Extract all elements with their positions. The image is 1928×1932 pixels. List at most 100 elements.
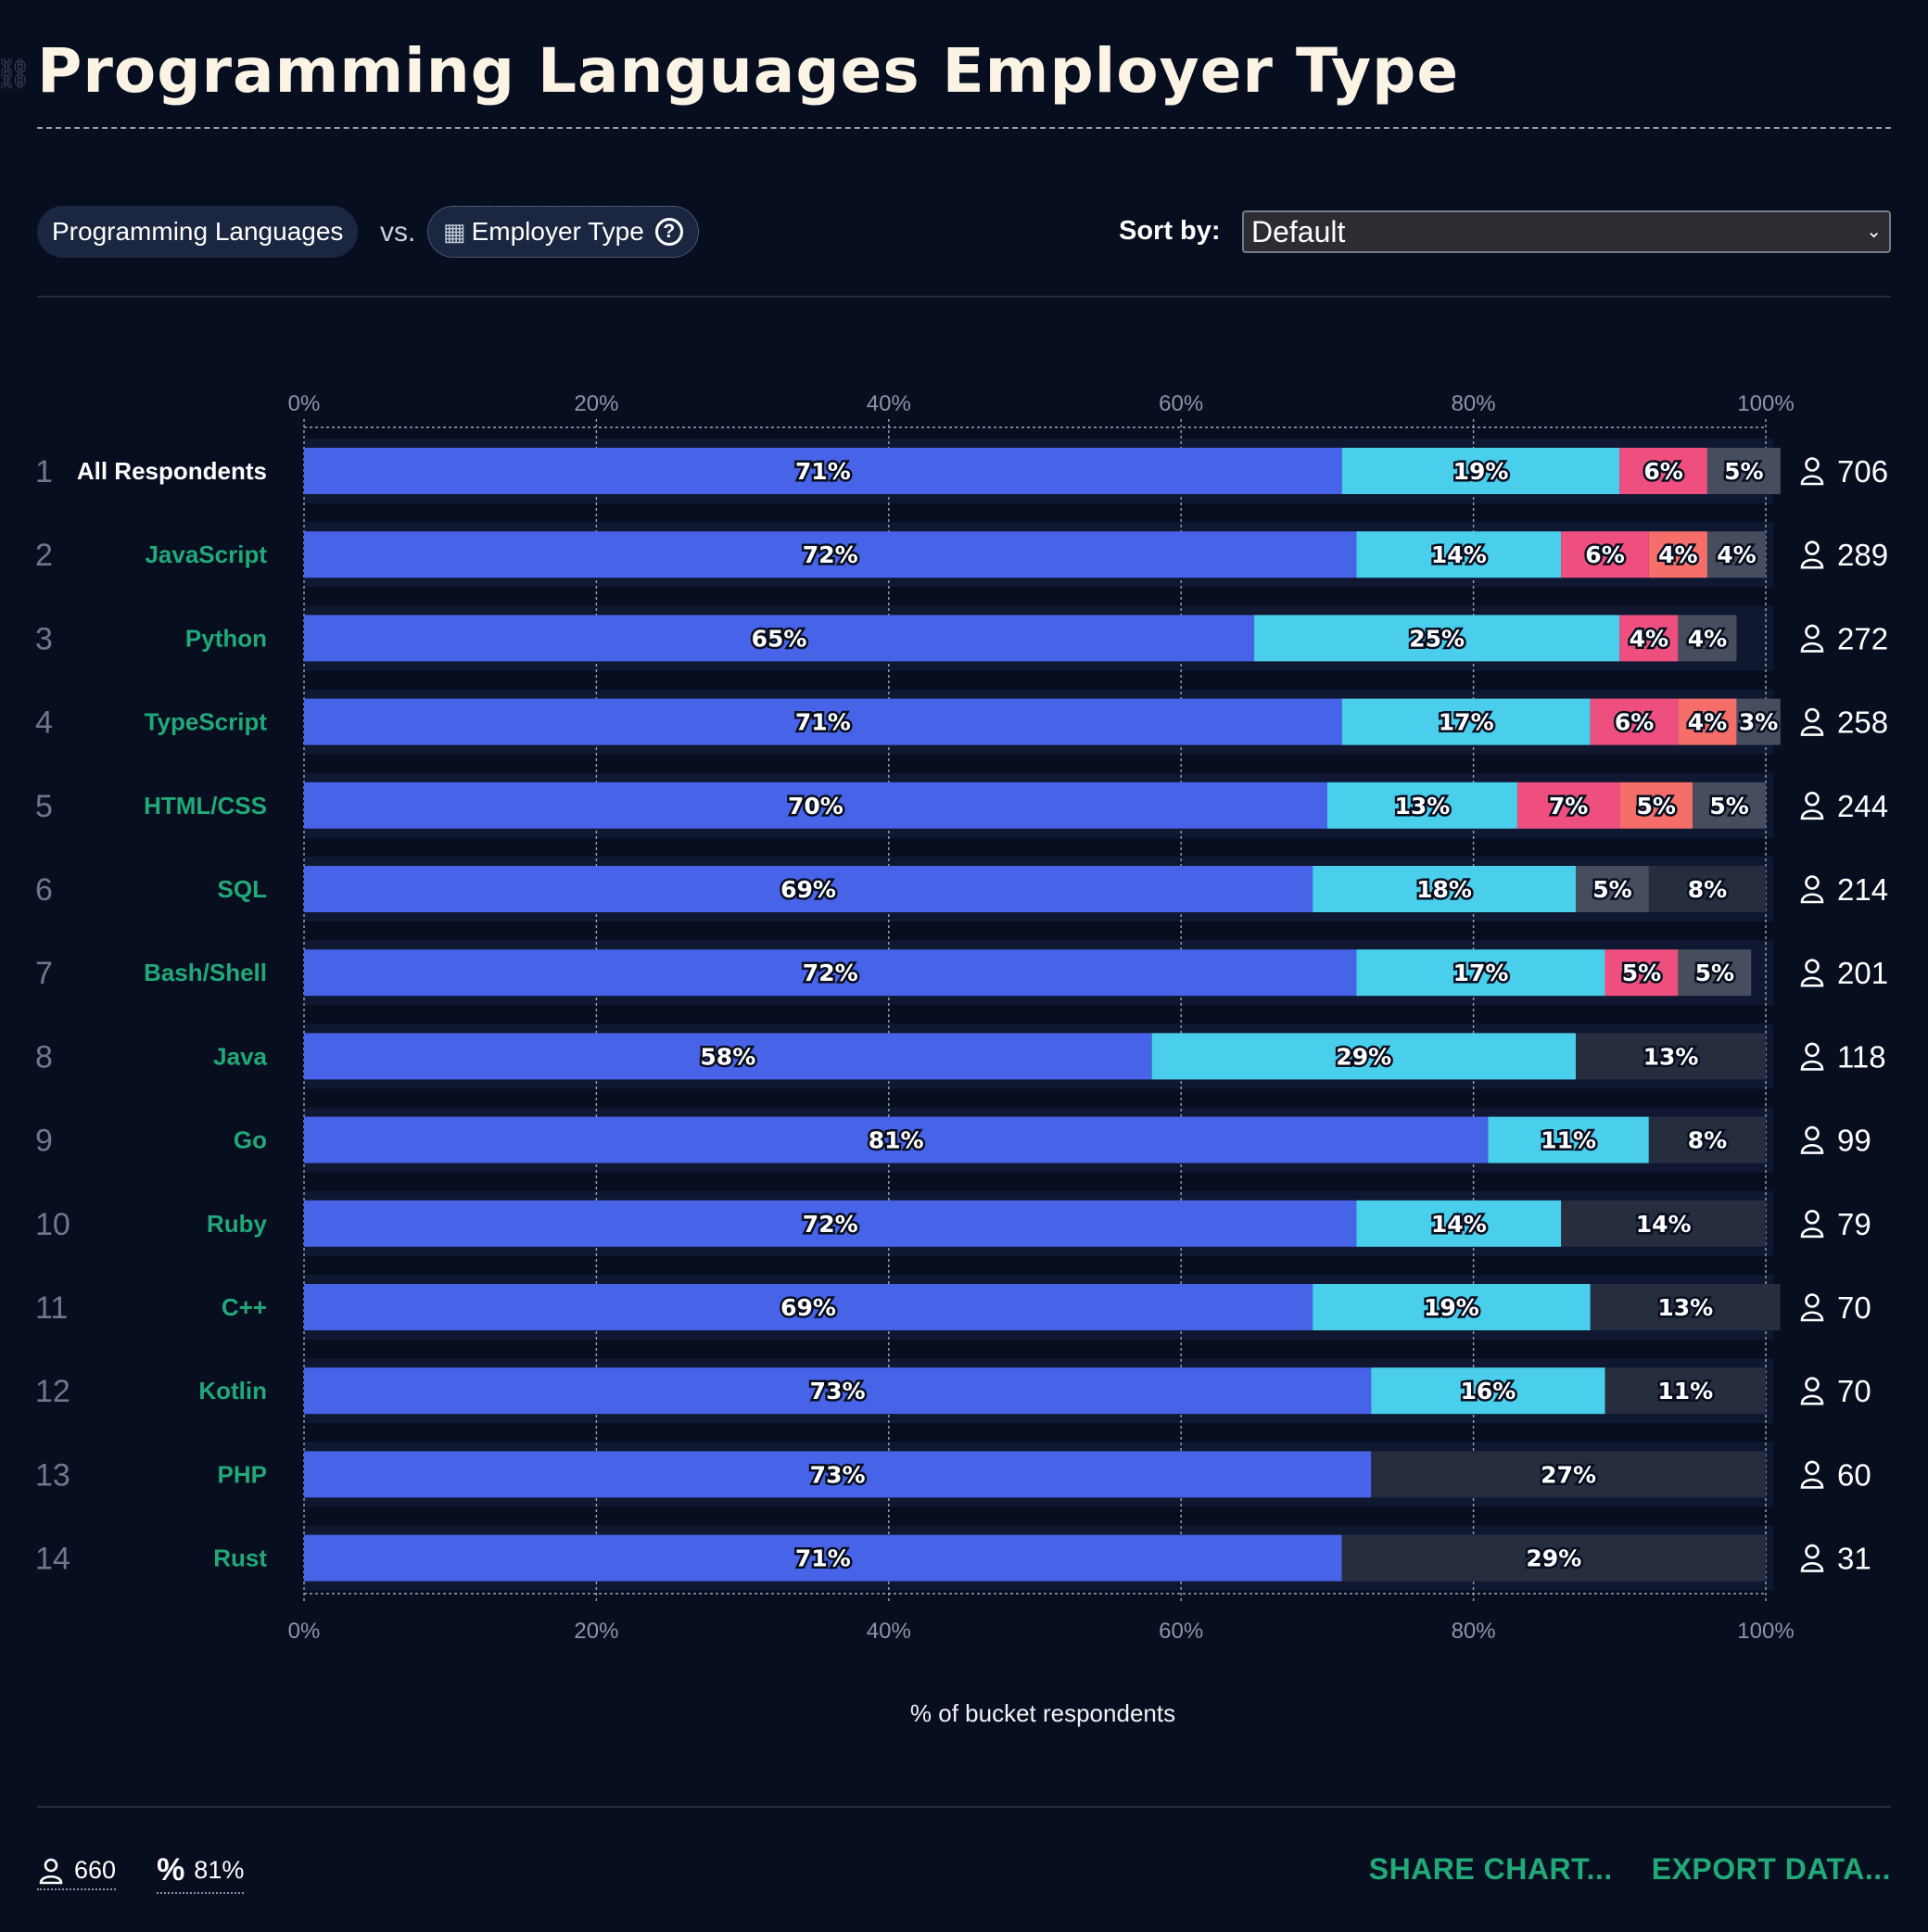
help-icon[interactable]: ?	[654, 218, 683, 246]
bar-segment	[1561, 1200, 1766, 1247]
row-rank: 9	[35, 1124, 53, 1159]
bar-segment	[1313, 1284, 1591, 1330]
row-label: PHP	[218, 1460, 267, 1488]
row-count: 79	[1837, 1207, 1871, 1241]
bar-data-label: 69%	[780, 876, 836, 903]
person-icon-head	[1805, 1460, 1820, 1476]
bar-segment	[1356, 1200, 1562, 1247]
sort-select-value: Default	[1251, 215, 1346, 248]
bar-data-label: 70%	[788, 793, 844, 820]
bar-segment	[304, 1116, 1489, 1163]
bar-segment	[1575, 866, 1649, 912]
x-dimension-selector[interactable]: Programming Languages	[37, 206, 359, 258]
export-data-link[interactable]: EXPORT DATA...	[1651, 1852, 1891, 1886]
bar-segment	[304, 1200, 1357, 1247]
person-icon-head	[1805, 959, 1820, 973]
bar-data-label: 11%	[1657, 1378, 1713, 1405]
bar-segment	[304, 698, 1342, 745]
person-icon-head	[1805, 875, 1820, 890]
row-label: C++	[222, 1293, 267, 1321]
person-icon-body	[1800, 1478, 1824, 1489]
bar-data-label: 13%	[1657, 1294, 1713, 1321]
bar-segment	[1341, 698, 1591, 745]
bar-data-label: 58%	[700, 1043, 755, 1070]
bar-segment	[304, 448, 1342, 494]
person-icon-head	[1805, 707, 1820, 723]
percent-stat[interactable]: % 81%	[157, 1852, 245, 1894]
bar-segment	[1605, 949, 1679, 997]
row-rank: 5	[35, 789, 53, 824]
x-axis-title: % of bucket respondents	[909, 1699, 1176, 1727]
person-icon-body	[1800, 893, 1824, 904]
row-count: 70	[1837, 1374, 1871, 1408]
y-dimension-selector[interactable]: ▦ Employer Type ?	[427, 206, 699, 258]
bar-segment	[1678, 698, 1737, 745]
person-icon-body	[1800, 1060, 1824, 1071]
bar-segment	[1706, 448, 1781, 494]
bar-segment	[1736, 698, 1781, 745]
person-icon-body	[1800, 1394, 1824, 1405]
bar-data-label: 29%	[1336, 1043, 1391, 1070]
x-tick-label-top: 60%	[1159, 391, 1203, 416]
person-icon-head	[1805, 457, 1820, 472]
bar-segment	[1678, 615, 1737, 662]
bar-segment	[1341, 448, 1620, 494]
bar-data-label: 73%	[810, 1378, 866, 1405]
bar-segment	[1561, 531, 1649, 578]
row-label: Go	[234, 1126, 267, 1154]
bar-segment	[1678, 949, 1752, 997]
row-label: Java	[213, 1042, 267, 1070]
person-icon-head	[1805, 1125, 1820, 1141]
x-tick-label-top: 40%	[867, 391, 911, 416]
bar-segment	[304, 949, 1357, 997]
row-count: 289	[1837, 538, 1888, 572]
bar-data-label: 71%	[795, 458, 851, 485]
row-label: Bash/Shell	[144, 959, 267, 986]
footer-actions: SHARE CHART... EXPORT DATA...	[1369, 1852, 1891, 1887]
bar-data-label: 6%	[1643, 458, 1682, 485]
footer-stats: 660 % 81%	[37, 1852, 245, 1894]
row-count: 214	[1837, 872, 1888, 907]
bar-segment	[1693, 782, 1766, 829]
link-icon[interactable]: ⛓	[0, 57, 32, 90]
bar-data-label: 11%	[1541, 1127, 1596, 1154]
bar-segment	[1371, 1367, 1605, 1415]
sort-select[interactable]: Default ⌄	[1242, 210, 1891, 253]
x-tick-label-bottom: 100%	[1737, 1619, 1794, 1644]
bar-data-label: 25%	[1409, 625, 1465, 652]
row-rank: 1	[35, 454, 53, 489]
bar-segment	[304, 615, 1255, 662]
bar-segment	[304, 1367, 1372, 1415]
person-icon-body	[1800, 558, 1824, 569]
bar-segment	[1706, 531, 1766, 578]
bar-segment	[1516, 782, 1620, 829]
bar-segment	[304, 1451, 1372, 1498]
person-icon-body	[1800, 976, 1824, 987]
bar-data-label: 72%	[803, 541, 858, 568]
bar-data-label: 4%	[1717, 541, 1756, 568]
bar-segment	[1648, 531, 1707, 578]
bar-data-label: 13%	[1394, 793, 1450, 820]
vs-label: vs.	[380, 217, 416, 248]
row-label: Python	[185, 624, 267, 652]
share-chart-link[interactable]: SHARE CHART...	[1368, 1852, 1613, 1886]
person-icon-head	[1805, 540, 1820, 556]
person-icon-body	[1800, 1144, 1824, 1154]
row-rank: 13	[35, 1457, 70, 1493]
bar-data-label: 5%	[1636, 793, 1675, 820]
bar-segment	[1356, 531, 1562, 578]
row-rank: 14	[35, 1542, 70, 1577]
x-tick-label-top: 80%	[1452, 391, 1496, 416]
bar-segment	[1619, 782, 1693, 829]
sort-label: Sort by:	[1119, 216, 1221, 246]
bar-data-label: 81%	[869, 1127, 924, 1154]
respondents-count: 660	[74, 1856, 117, 1884]
bar-data-label: 4%	[1688, 709, 1727, 736]
stacked-bar-chart: 0% 0% 20% 20% 40% 40% 60% 60% 80% 80% 100% 100% 1 All…	[35, 391, 1888, 1644]
bar-data-label: 29%	[1526, 1545, 1581, 1572]
bar-data-label: 73%	[810, 1461, 866, 1488]
respondents-stat[interactable]: 660	[37, 1856, 117, 1890]
row-rank: 11	[35, 1290, 68, 1326]
bar-data-label: 71%	[795, 1545, 851, 1572]
row-label: Rust	[213, 1544, 267, 1572]
